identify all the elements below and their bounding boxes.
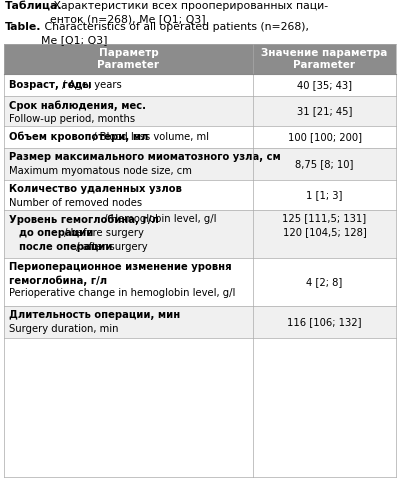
- Text: Follow-up period, months: Follow-up period, months: [9, 114, 135, 124]
- Text: Таблица.: Таблица.: [5, 1, 63, 11]
- Text: 8,75 [8; 10]: 8,75 [8; 10]: [295, 159, 354, 169]
- Bar: [4, 74, 396, 96]
- Text: Number of removed nodes: Number of removed nodes: [9, 198, 142, 208]
- Bar: [4, 126, 396, 148]
- Text: 100 [100; 200]: 100 [100; 200]: [288, 132, 362, 142]
- Text: Параметр
Parameter: Параметр Parameter: [98, 48, 160, 70]
- Text: Perioperative change in hemoglobin level, g/l: Perioperative change in hemoglobin level…: [9, 288, 235, 298]
- Text: 116 [106; 132]: 116 [106; 132]: [287, 317, 362, 327]
- Text: Длительность операции, мин: Длительность операции, мин: [9, 310, 180, 320]
- Bar: [4, 148, 396, 180]
- Text: / after surgery: / after surgery: [73, 242, 148, 252]
- Bar: [4, 96, 396, 126]
- Text: / Blood loss volume, ml: / Blood loss volume, ml: [90, 132, 209, 142]
- Text: Surgery duration, min: Surgery duration, min: [9, 324, 118, 334]
- Text: / Age, years: / Age, years: [59, 80, 122, 90]
- Text: Количество удаленных узлов: Количество удаленных узлов: [9, 184, 182, 194]
- Text: Объем кровопотери, мл: Объем кровопотери, мл: [9, 132, 148, 142]
- Text: 31 [21; 45]: 31 [21; 45]: [297, 106, 352, 116]
- Text: 40 [35; 43]: 40 [35; 43]: [297, 80, 352, 90]
- Text: 120 [104,5; 128]: 120 [104,5; 128]: [283, 227, 366, 237]
- Text: 1 [1; 3]: 1 [1; 3]: [306, 190, 343, 200]
- Text: Table.: Table.: [5, 22, 42, 32]
- Bar: [4, 306, 396, 338]
- Text: Возраст, годы: Возраст, годы: [9, 80, 92, 90]
- Text: Срок наблюдения, мес.: Срок наблюдения, мес.: [9, 100, 146, 111]
- Text: Характеристики всех прооперированных паци-
енток (n=268), Ме [Q1; Q3]: Характеристики всех прооперированных пац…: [50, 1, 328, 24]
- Bar: [4, 180, 396, 210]
- Bar: [4, 258, 396, 306]
- Text: после операции: после операции: [19, 242, 112, 252]
- Text: до операции: до операции: [19, 228, 93, 238]
- Text: гемоглобина, г/л: гемоглобина, г/л: [9, 275, 107, 285]
- Text: 125 [111,5; 131]: 125 [111,5; 131]: [282, 213, 366, 223]
- Text: / Hemoglobin level, g/l: / Hemoglobin level, g/l: [102, 214, 217, 224]
- Text: Уровень гемоглобина, г/л: Уровень гемоглобина, г/л: [9, 214, 159, 225]
- Text: Maximum myomatous node size, cm: Maximum myomatous node size, cm: [9, 166, 192, 176]
- Text: / before surgery: / before surgery: [61, 228, 144, 238]
- Bar: [4, 44, 396, 74]
- Text: Значение параметра
Parameter: Значение параметра Parameter: [261, 48, 388, 70]
- Text: 4 [2; 8]: 4 [2; 8]: [306, 277, 343, 287]
- Text: Размер максимального миоматозного узла, см: Размер максимального миоматозного узла, …: [9, 152, 281, 162]
- Text: Периоперационное изменение уровня: Периоперационное изменение уровня: [9, 262, 232, 272]
- Text: Characteristics of all operated patients (n=268),
Ме [Q1; Q3]: Characteristics of all operated patients…: [41, 22, 309, 45]
- Bar: [4, 210, 396, 258]
